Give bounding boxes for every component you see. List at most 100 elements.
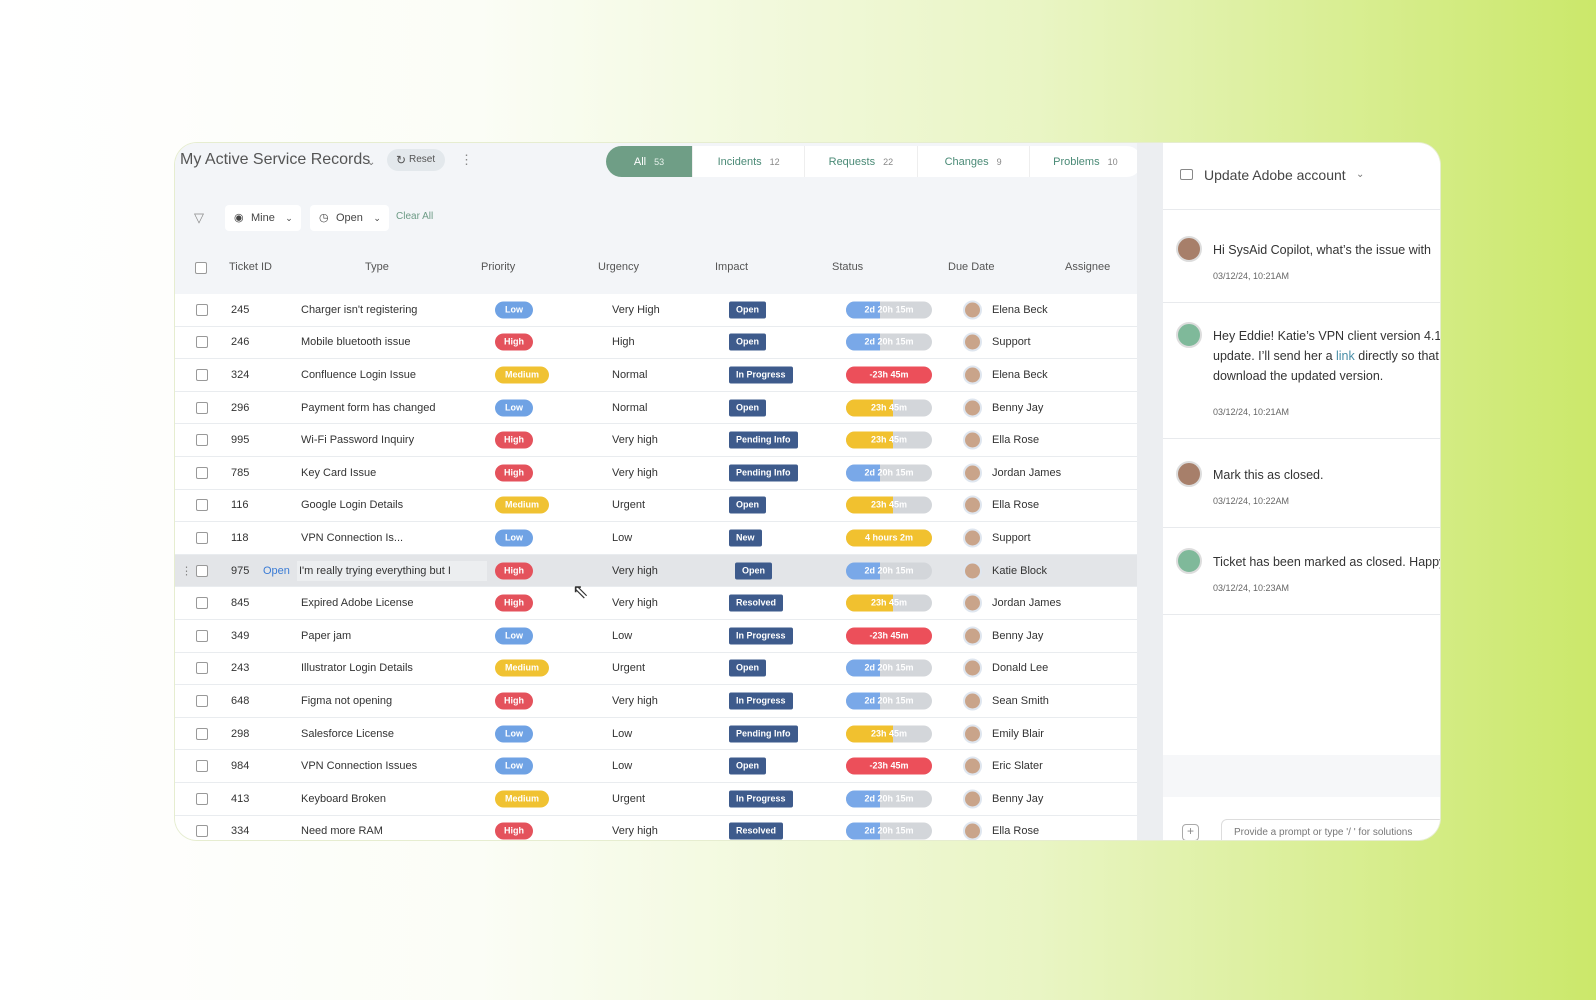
due-fill (846, 627, 932, 645)
tab[interactable]: Changes 9 (918, 146, 1030, 177)
due-bar: 23h 45m (846, 725, 932, 743)
ticket-id: 785 (231, 466, 250, 479)
avatar (963, 463, 982, 483)
table-row[interactable]: 349 Paper jam Low Low In Progress -23h 45m Ben… (175, 620, 1137, 653)
table-row[interactable]: 995 Wi-Fi Password Inquiry High Very high Pe… (175, 424, 1137, 457)
column-header[interactable]: Due Date (948, 261, 995, 273)
ticket-type: Google Login Details (301, 499, 404, 512)
add-button[interactable]: + (1182, 824, 1199, 840)
more-menu[interactable]: ⋮ (460, 152, 473, 167)
due-text: 2d 20h 15m (864, 336, 914, 347)
user-icon: ◉ (234, 212, 244, 224)
tab[interactable]: Incidents 12 (693, 146, 806, 177)
column-header[interactable]: Impact (715, 261, 749, 273)
ticket-type: Need more RAM (301, 825, 383, 838)
row-checkbox[interactable] (196, 303, 208, 316)
drag-handle[interactable]: ⋮ (181, 565, 192, 578)
chat-title[interactable]: Update Adobe account (1204, 167, 1346, 183)
divider (1163, 302, 1440, 303)
table-row[interactable]: 334 Need more RAM High Very high Resolved 2d … (175, 815, 1137, 840)
impact-badge: Open (729, 757, 767, 775)
avatar (963, 430, 982, 450)
prompt-input[interactable]: Provide a prompt or type '/ ' for soluti… (1221, 819, 1440, 840)
assignee: Donald Lee (992, 662, 1049, 675)
column-header[interactable]: Assignee (1065, 261, 1111, 273)
row-checkbox[interactable] (196, 597, 208, 610)
table-row[interactable]: 243 Illustrator Login Details Medium Urgent… (175, 652, 1137, 686)
column-header[interactable]: Type (365, 261, 389, 273)
row-checkbox[interactable] (196, 792, 208, 805)
ticket-id: 245 (231, 303, 250, 316)
row-checkbox[interactable] (196, 694, 208, 707)
table-row[interactable]: ⋮ 975 Open I'm really trying everything but… (175, 554, 1137, 588)
table-row[interactable]: 324 Confluence Login Issue Medium Normal In … (175, 359, 1137, 392)
page-title[interactable]: My Active Service Records (180, 151, 371, 168)
row-checkbox[interactable] (196, 499, 208, 512)
row-checkbox[interactable] (196, 760, 208, 773)
row-checkbox[interactable] (196, 434, 208, 447)
due-fill (846, 790, 881, 808)
tab[interactable]: Requests 22 (805, 146, 918, 177)
filter-icon[interactable]: ▽ (194, 210, 204, 225)
tab[interactable]: All 53 (606, 146, 693, 177)
row-checkbox[interactable] (196, 368, 208, 381)
select-all[interactable] (195, 262, 207, 274)
ticket-id: 995 (231, 434, 250, 447)
assignee: Benny Jay (992, 401, 1044, 414)
table-row[interactable]: 245 Charger isn't registering Low Very High… (175, 294, 1137, 327)
priority-pill: Medium (495, 366, 549, 384)
due-fill (846, 333, 881, 351)
assignee: Ella Rose (992, 434, 1040, 447)
message-time: 03/12/24, 10:22AM (1213, 496, 1290, 506)
priority-pill: Medium (495, 790, 549, 808)
row-checkbox[interactable] (196, 564, 208, 577)
table-row[interactable]: 845 Expired Adobe License High Very high Res… (175, 587, 1137, 620)
row-checkbox[interactable] (196, 629, 208, 642)
urgency: Normal (612, 368, 648, 381)
table-row[interactable]: 413 Keyboard Broken Medium Urgent In Progres… (175, 783, 1137, 816)
avatar (963, 365, 982, 385)
assignee: Benny Jay (992, 792, 1044, 805)
table-row[interactable]: 984 VPN Connection Issues Low Low Open -23h 4… (175, 750, 1137, 783)
table-row[interactable]: 118 VPN Connection Is... Low Low New 4 hours … (175, 522, 1137, 555)
column-header[interactable]: Status (832, 261, 864, 273)
row-checkbox[interactable] (196, 727, 208, 740)
column-header[interactable]: Urgency (598, 261, 639, 273)
avatar (963, 626, 982, 646)
cursor: ⇖ (572, 581, 589, 603)
column-header[interactable]: Ticket ID (229, 261, 272, 273)
mine-filter[interactable]: ◉ Mine ⌄ (225, 205, 301, 231)
table-row[interactable]: 298 Salesforce License Low Low Pending Info 2… (175, 717, 1137, 751)
table-row[interactable]: 116 Google Login Details Medium Urgent Open 2… (175, 489, 1137, 523)
due-fill (846, 757, 932, 775)
message-link[interactable]: link (1336, 349, 1355, 363)
avatar (963, 528, 982, 548)
row-checkbox[interactable] (196, 336, 208, 349)
ticket-type: VPN Connection Issues (301, 760, 418, 773)
table-row[interactable]: 246 Mobile bluetooth issue High High Open 2d … (175, 326, 1137, 360)
avatar (963, 789, 982, 809)
open-filter[interactable]: ◷ Open ⌄ (310, 205, 389, 231)
row-checkbox[interactable] (196, 401, 208, 414)
table-row[interactable]: 648 Figma not opening High Very high In Prog… (175, 685, 1137, 718)
due-text: 23h 45m (870, 499, 908, 510)
row-checkbox[interactable] (196, 531, 208, 544)
due-text: 23h 45m (870, 434, 908, 445)
table-row[interactable]: 296 Payment form has changed Low Normal Open… (175, 391, 1137, 425)
row-checkbox[interactable] (196, 662, 208, 675)
table-row[interactable]: 785 Key Card Issue High Very high Pending In… (175, 457, 1137, 490)
tab[interactable]: Problems 10 (1030, 146, 1142, 177)
priority-pill: Low (495, 301, 533, 319)
row-checkbox[interactable] (196, 466, 208, 479)
column-header[interactable]: Priority (481, 261, 516, 273)
reset-button[interactable]: ↻ Reset (387, 149, 446, 171)
clear-all[interactable]: Clear All (396, 211, 434, 222)
due-text: 2d 20h 15m (864, 825, 914, 836)
impact-badge: In Progress (729, 366, 793, 384)
open-link[interactable]: Open (263, 564, 290, 577)
impact-badge: Resolved (729, 594, 784, 612)
urgency: Very high (612, 466, 658, 479)
ticket-type: Illustrator Login Details (301, 662, 413, 675)
caret: ⌄ (373, 213, 381, 223)
row-checkbox[interactable] (196, 825, 208, 838)
